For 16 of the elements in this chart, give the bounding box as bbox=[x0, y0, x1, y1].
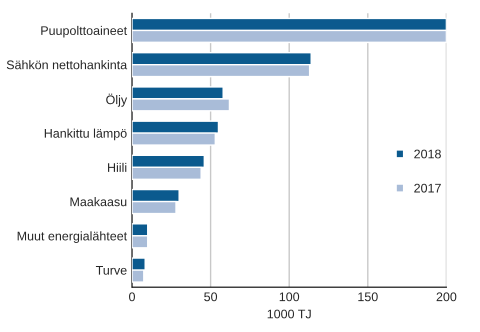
x-axis-title: 1000 TJ bbox=[268, 310, 311, 318]
y-tick-label: Maakaasu bbox=[70, 197, 126, 206]
y-tick-label: Hiili bbox=[108, 162, 126, 172]
y-tick-label: Muut energialähteet bbox=[18, 231, 128, 243]
x-tick-label: 0 bbox=[129, 292, 135, 302]
x-tick-label: 200 bbox=[436, 292, 456, 302]
y-tick-label: Puupolttoaineet bbox=[41, 26, 128, 38]
x-tick-label: 100 bbox=[280, 292, 300, 302]
x-tick-label: 50 bbox=[204, 292, 218, 302]
y-tick-label: Sähkön nettohankinta bbox=[6, 60, 128, 70]
legend-label: 2018 bbox=[414, 150, 441, 158]
y-tick-label: Turve bbox=[96, 266, 127, 275]
y-tick-label: Öljy bbox=[106, 94, 128, 107]
x-tick-label: 150 bbox=[358, 292, 378, 302]
y-tick-label: Hankittu lämpö bbox=[44, 128, 127, 140]
legend-label: 2017 bbox=[414, 184, 441, 193]
